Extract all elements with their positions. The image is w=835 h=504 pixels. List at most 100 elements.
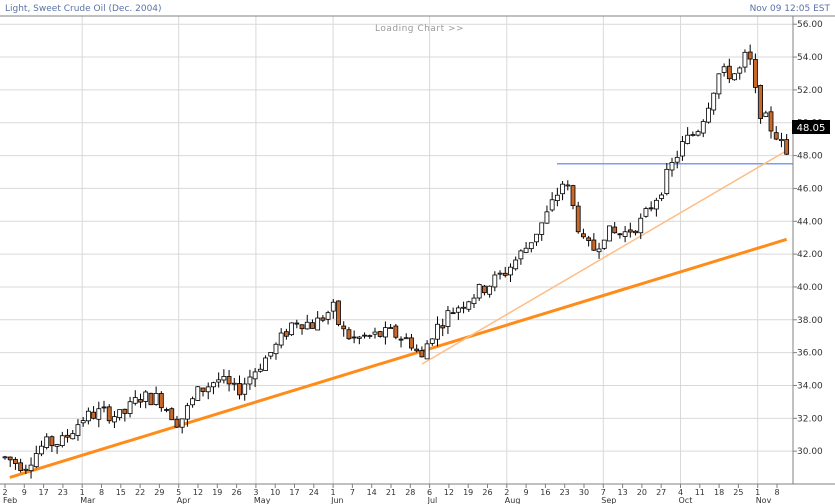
candle-body	[33, 453, 39, 468]
candle-body	[674, 156, 680, 163]
chart-datetime: Nov 09 12:05 EST	[750, 4, 831, 14]
month-label: Jul	[427, 496, 438, 504]
candle-body	[544, 211, 550, 224]
candle-body	[315, 317, 321, 331]
candle-body	[226, 376, 232, 385]
candle-body	[763, 112, 769, 117]
candle-body	[653, 199, 659, 210]
candle-body	[596, 248, 602, 253]
candle-body	[356, 336, 362, 339]
candle-body	[659, 194, 664, 199]
candle-body	[44, 436, 50, 448]
candle-body	[237, 383, 242, 396]
month-label: Aug	[505, 496, 521, 504]
candle-body	[54, 444, 60, 447]
candle-body	[554, 194, 560, 201]
candle-body	[96, 408, 102, 420]
candle-body	[190, 398, 195, 406]
candle-body	[664, 168, 670, 195]
candle-body	[570, 185, 576, 206]
candle-body	[534, 233, 539, 243]
x-tick-label: 1	[755, 488, 760, 497]
y-tick-label: 30.00	[797, 447, 823, 457]
x-tick-label: 17	[289, 488, 299, 497]
candle-body	[377, 331, 383, 337]
candle-body	[711, 92, 717, 111]
candle-body	[362, 334, 367, 337]
candle-body	[346, 329, 352, 340]
candle-body	[586, 237, 592, 241]
candle-body	[508, 266, 513, 276]
x-tick-label: 18	[714, 488, 724, 497]
candle-body	[700, 121, 706, 134]
candle-body	[393, 325, 399, 338]
y-tick-label: 32.00	[797, 414, 823, 424]
candle-body	[726, 65, 732, 80]
axes: 30.00 32.00 34.00 36.00 38.00 40.00 42.00 44.00…	[0, 15, 835, 504]
x-tick-label: 17	[39, 488, 49, 497]
candle-body	[23, 468, 29, 471]
candle-body	[424, 343, 430, 360]
candle-body	[179, 418, 185, 428]
month-label: Jun	[330, 496, 344, 504]
x-tick-label: 14	[367, 488, 377, 497]
x-tick-label: 20	[637, 488, 647, 497]
y-tick-label: 44.00	[797, 217, 823, 227]
x-tick-label: 9	[22, 488, 27, 497]
candle-body	[273, 343, 279, 355]
candle-body	[747, 51, 753, 60]
candle-body	[138, 399, 143, 403]
x-tick-label: 8	[774, 488, 779, 497]
x-tick-label: 6	[427, 488, 432, 497]
candle-body	[461, 306, 466, 309]
x-tick-label: 15	[116, 488, 126, 497]
candle-body	[612, 226, 618, 234]
candle-body	[205, 386, 211, 393]
loading-chart-link[interactable]: Loading Chart >>	[375, 24, 464, 34]
candle-body	[320, 317, 326, 321]
candle-body	[575, 205, 581, 233]
candle-body	[164, 409, 169, 411]
y-tick-label: 54.00	[797, 53, 823, 63]
candle-body	[601, 239, 607, 249]
candle-body	[732, 73, 737, 81]
candle-body	[112, 416, 117, 423]
candle-body	[737, 67, 743, 74]
candle-body	[742, 51, 748, 68]
candles	[2, 44, 790, 479]
candle-body	[304, 321, 310, 330]
x-tick-label: 12	[193, 488, 203, 497]
candle-body	[607, 225, 612, 242]
candle-body	[492, 274, 498, 288]
candle-body	[336, 300, 341, 325]
y-tick-label: 42.00	[797, 250, 823, 260]
candle-body	[289, 322, 295, 336]
candle-body	[497, 272, 503, 275]
x-tick-label: 16	[540, 488, 550, 497]
x-tick-label: 25	[733, 488, 743, 497]
candle-body	[247, 376, 253, 385]
trendlines	[9, 150, 793, 479]
candle-body	[466, 301, 472, 310]
y-tick-label: 46.00	[797, 184, 823, 194]
candle-body	[2, 456, 8, 459]
x-tick-label: 1	[80, 488, 85, 497]
x-tick-label: 28	[405, 488, 415, 497]
candle-body	[450, 312, 456, 315]
x-tick-label: 24	[309, 488, 319, 497]
candle-body	[310, 322, 315, 329]
candle-body	[221, 376, 227, 381]
candle-body	[174, 418, 180, 428]
candle-body	[252, 371, 258, 380]
candle-body	[153, 393, 159, 405]
candle-body	[669, 162, 675, 171]
candle-body	[419, 349, 425, 358]
candle-body	[257, 368, 263, 372]
candle-body	[299, 324, 305, 330]
candle-body	[523, 247, 529, 253]
candle-body	[91, 411, 96, 419]
candle-body	[560, 183, 565, 195]
y-tick-label: 52.00	[797, 86, 823, 96]
